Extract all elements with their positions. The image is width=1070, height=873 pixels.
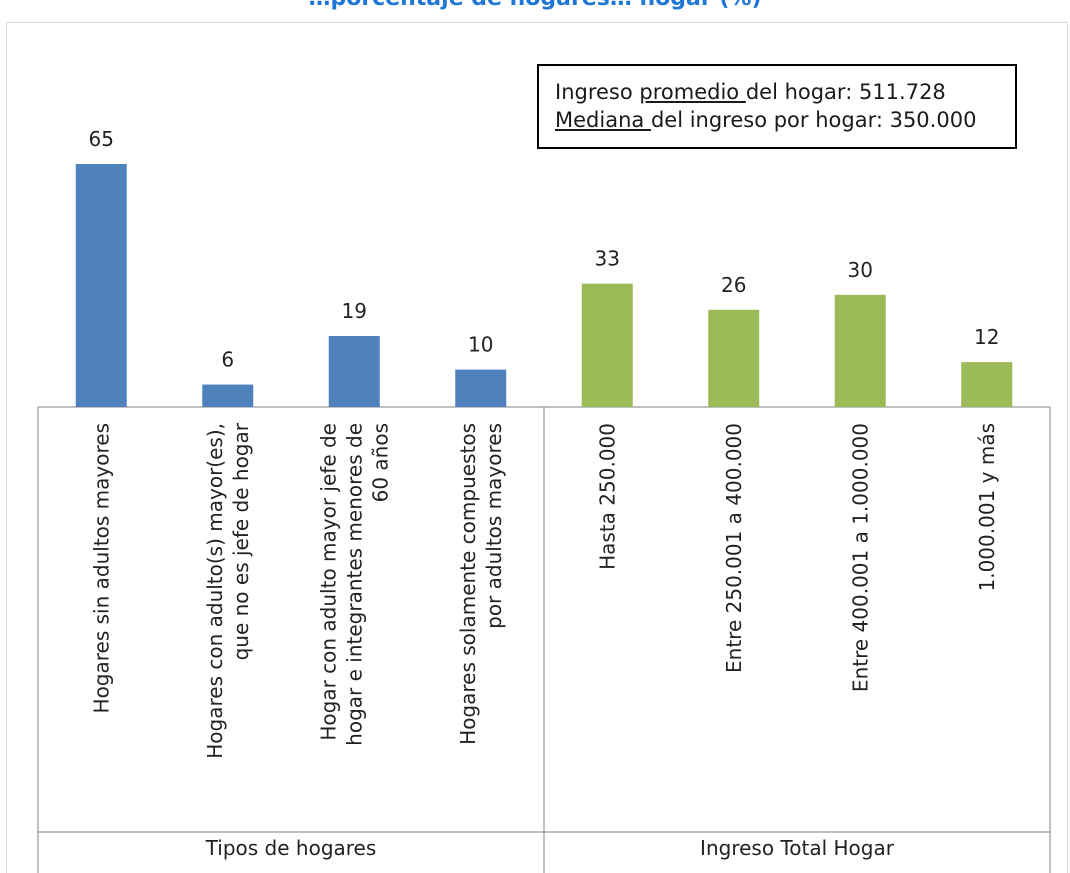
data-label-1-2: 30 (848, 258, 873, 282)
data-label-1-3: 12 (974, 325, 999, 349)
data-label-0-0: 65 (89, 127, 114, 151)
average-income-prefix: Ingreso (555, 80, 640, 104)
income-info-box: Ingreso promedio del hogar: 511.728 Medi… (537, 64, 1017, 149)
median-income-value: del ingreso por hogar: 350.000 (650, 108, 977, 132)
category-label-0-2: Hogar con adulto mayor jefe de hogar e in… (316, 423, 392, 746)
category-label-line: Entre 400.001 a 1.000.000 (848, 423, 872, 692)
group-label-1: Ingreso Total Hogar (700, 836, 895, 860)
median-income-line: Mediana del ingreso por hogar: 350.000 (555, 106, 1015, 134)
bar-1-0 (581, 283, 633, 407)
bar-0-2 (328, 335, 380, 407)
bar-0-1 (202, 384, 254, 407)
data-label-0-3: 10 (468, 333, 493, 357)
average-income-underlined: promedio (639, 80, 746, 104)
bar-0-3 (455, 369, 507, 407)
category-label-line: Hogares con adulto(s) mayor(es), (203, 423, 227, 759)
data-label-0-1: 6 (221, 348, 234, 372)
bar-0-0 (75, 164, 127, 407)
group-label-0: Tipos de hogares (205, 836, 377, 860)
bar-1-3 (961, 362, 1013, 407)
category-label-line: por adultos mayores (482, 423, 506, 629)
data-label-1-1: 26 (721, 273, 746, 297)
data-label-1-0: 33 (595, 247, 620, 271)
category-label-line: 1.000.001 y más (975, 423, 999, 592)
median-income-underlined: Mediana (555, 108, 651, 132)
average-income-value: del hogar: 511.728 (745, 80, 946, 104)
category-label-0-1: Hogares con adulto(s) mayor(es), que no e… (203, 422, 253, 758)
chart-title: …porcentaje de hogares… hogar (%) (0, 0, 1070, 11)
bar-1-2 (834, 294, 886, 407)
bar-1-1 (708, 309, 760, 407)
category-label-1-0: Hasta 250.000 (595, 423, 619, 570)
category-label-line: que no es jefe de hogar (229, 422, 253, 660)
category-label-1-1: Entre 250.001 a 400.000 (722, 423, 746, 673)
category-label-1-2: Entre 400.001 a 1.000.000 (848, 423, 872, 692)
category-label-line: 60 años (368, 423, 392, 502)
category-label-1-3: 1.000.001 y más (975, 423, 999, 592)
chart-frame (6, 22, 1068, 873)
category-label-0-0: Hogares sin adultos mayores (89, 423, 113, 713)
category-label-line: Hogar con adulto mayor jefe de (316, 423, 340, 741)
category-label-line: Hogares solamente compuestos (456, 423, 480, 745)
category-label-line: Hogares sin adultos mayores (89, 423, 113, 713)
category-label-0-3: Hogares solamente compuestos por adultos … (456, 423, 506, 745)
category-label-line: hogar e integrantes menores de (342, 423, 366, 746)
category-label-line: Hasta 250.000 (595, 423, 619, 570)
average-income-line: Ingreso promedio del hogar: 511.728 (555, 78, 1015, 106)
data-label-0-2: 19 (342, 299, 367, 323)
category-label-line: Entre 250.001 a 400.000 (722, 423, 746, 673)
